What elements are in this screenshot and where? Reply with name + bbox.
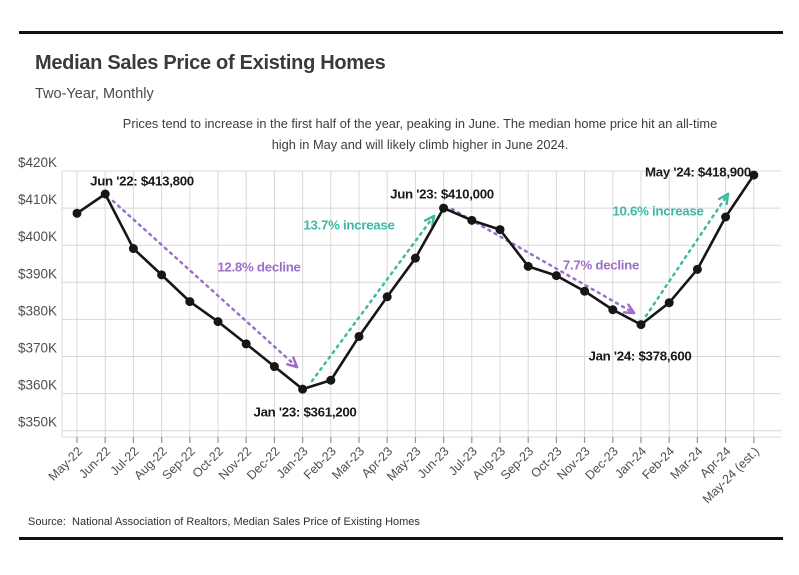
page-subtitle: Two-Year, Monthly <box>35 86 154 102</box>
trend-arrow-decline-1-head <box>286 363 299 369</box>
bottom-divider <box>19 537 783 540</box>
data-point-Jun-23 <box>439 203 449 213</box>
data-point-Nov-23 <box>580 286 590 296</box>
data-point-Aug-23 <box>495 225 505 235</box>
data-point-Apr-24 <box>721 212 731 222</box>
trend-arrow-decline-2 <box>450 207 636 315</box>
data-point-Jul-22 <box>128 244 138 254</box>
data-point-Jun-22 <box>100 189 110 199</box>
data-point-Jul-23 <box>467 215 477 225</box>
data-point-Oct-22 <box>213 317 223 327</box>
data-point-Feb-24 <box>664 298 674 308</box>
source-line: Source: National Association of Realtors… <box>28 516 420 528</box>
data-point-Sep-22 <box>185 297 195 307</box>
y-tick-label: $420K <box>18 155 57 170</box>
x-tick-label: Mar-24 <box>668 444 706 482</box>
x-tick-label: Jun-22 <box>76 444 113 481</box>
callout-jun-22: Jun '22: $413,800 <box>90 173 194 189</box>
trend-arrow-decline-2-head <box>622 311 636 315</box>
trend-arrow-increase-1 <box>310 214 436 383</box>
data-point-Sep-23 <box>523 261 533 271</box>
page-title: Median Sales Price of Existing Homes <box>35 52 386 74</box>
trend-arrow-decline-2-head <box>627 303 636 315</box>
y-tick-label: $400K <box>18 229 57 244</box>
data-point-Mar-24 <box>692 264 702 274</box>
pct-label-increase-2: 10.6% increase <box>612 203 704 219</box>
pct-label-decline-2: 7.7% decline <box>562 257 640 273</box>
pct-label-decline-1: 12.8% decline <box>217 259 301 275</box>
callout-jan-24: Jan '24: $378,600 <box>588 348 692 364</box>
chart-note: Prices tend to increase in the first hal… <box>55 113 785 155</box>
data-point-Aug-22 <box>157 270 167 280</box>
pct-label-increase-1: 13.7% increase <box>303 217 395 233</box>
data-point-Jan-23 <box>298 384 308 394</box>
data-point-Nov-22 <box>241 339 251 349</box>
y-tick-label: $390K <box>18 266 57 281</box>
trend-arrow-decline-1-head <box>292 356 299 369</box>
x-tick-label: Mar-23 <box>329 444 367 482</box>
y-tick-label: $370K <box>18 341 57 356</box>
callout-jun-23: Jun '23: $410,000 <box>390 186 494 202</box>
chart-note-line2: high in May and will likely climb higher… <box>271 137 569 152</box>
trend-arrow-increase-2-head <box>725 192 730 206</box>
data-point-Jan-24 <box>636 320 646 330</box>
data-point-May-24 (est.) <box>749 170 759 180</box>
trend-arrow-increase-1-head <box>430 214 436 228</box>
callout-jan-23: Jan '23: $361,200 <box>253 404 357 420</box>
data-point-Apr-23 <box>382 292 392 302</box>
x-tick-label: Jun-23 <box>415 444 452 481</box>
y-tick-label: $380K <box>18 303 57 318</box>
data-point-Dec-22 <box>269 362 279 372</box>
trend-arrow-increase-1-head <box>423 214 436 222</box>
data-point-May-23 <box>410 253 420 263</box>
trend-arrow-decline-1 <box>111 199 299 369</box>
data-point-Mar-23 <box>354 331 364 341</box>
data-point-Dec-23 <box>608 305 618 315</box>
data-point-Feb-23 <box>326 375 336 385</box>
y-tick-label: $360K <box>18 378 57 393</box>
trend-arrow-increase-2-head <box>718 192 730 201</box>
y-tick-label: $410K <box>18 192 57 207</box>
y-tick-label: $350K <box>18 415 57 430</box>
x-tick-label: May-22 <box>46 444 85 483</box>
data-point-Oct-23 <box>551 271 561 281</box>
top-divider <box>19 31 783 34</box>
callout-may-24: May '24: $418,900 <box>645 164 751 180</box>
data-point-May-22 <box>72 208 82 218</box>
chart-note-line1: Prices tend to increase in the first hal… <box>122 116 718 131</box>
